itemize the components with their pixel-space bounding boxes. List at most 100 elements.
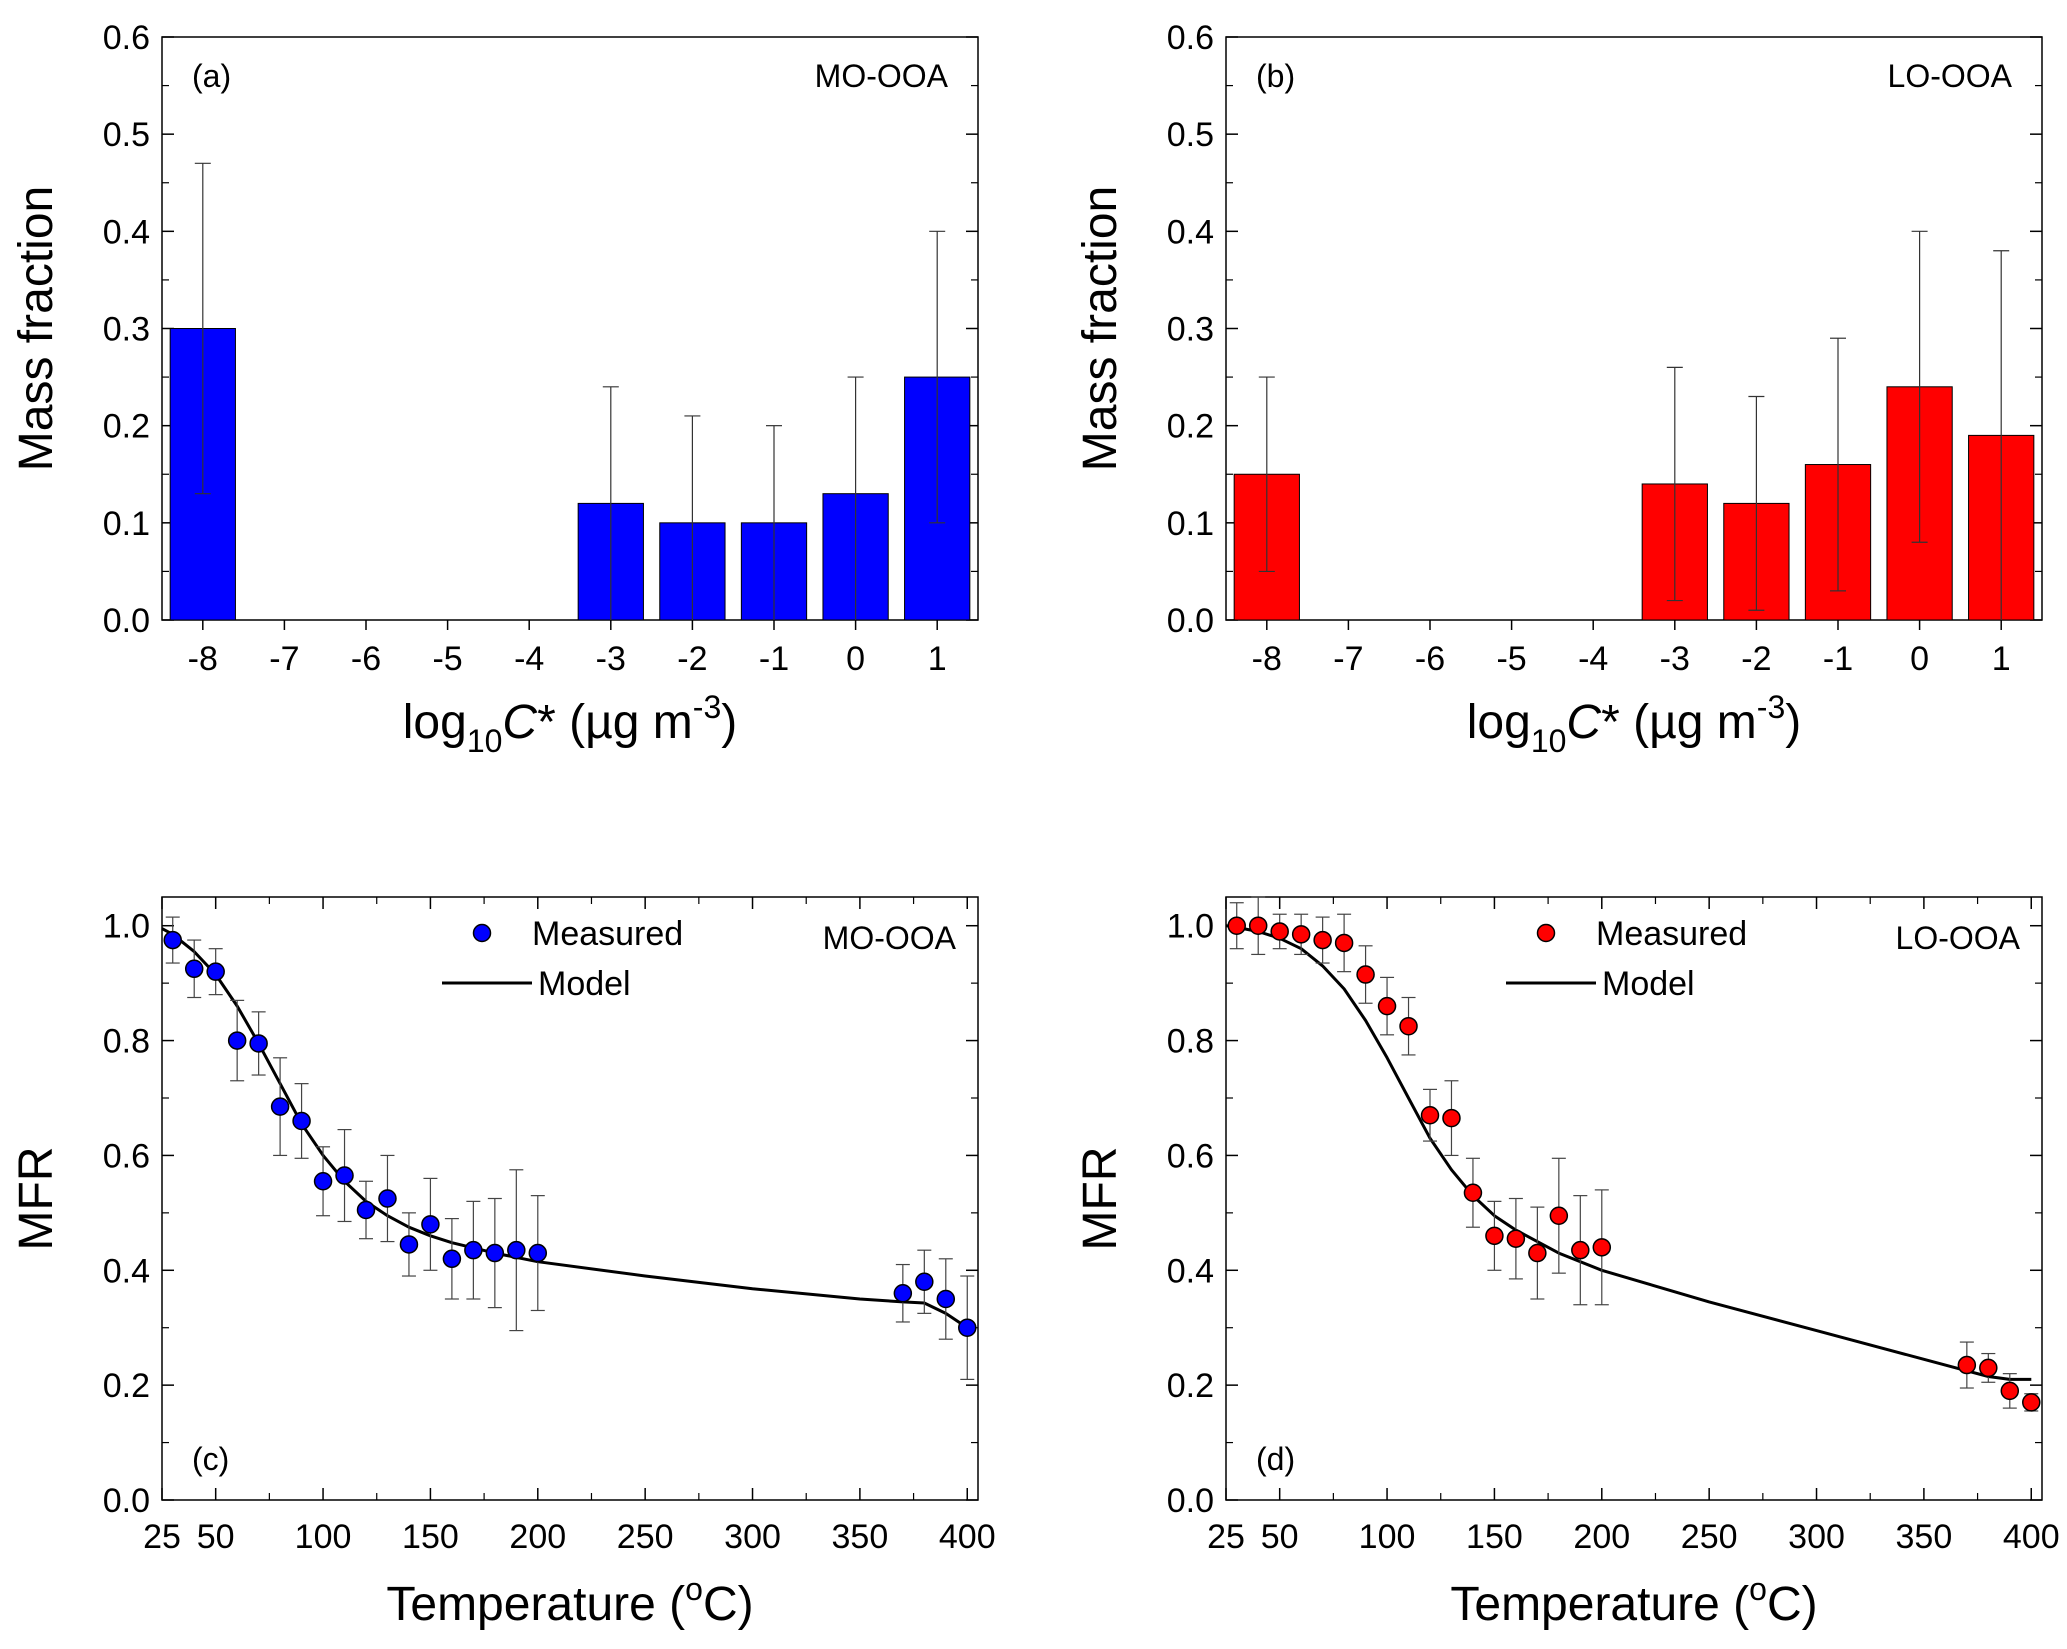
x-title-var: C [502, 696, 537, 749]
x-tick-label: 100 [1359, 1518, 1416, 1556]
measured-point [1549, 1206, 1569, 1225]
y-tick-label: 0.3 [1167, 311, 1214, 349]
plot-frame [1225, 896, 2043, 1501]
x-title-star: * [1601, 696, 1620, 749]
x-tick-label: -2 [677, 640, 707, 678]
y-tick-label: 0.3 [103, 311, 150, 349]
panel-title: LO-OOA [1888, 58, 2013, 94]
measured-point [270, 1097, 290, 1116]
y-tick-label: 0.4 [103, 213, 150, 251]
measured-point [1485, 1226, 1504, 1246]
measured-point [249, 1034, 268, 1053]
panel-title: MO-OOA [823, 920, 957, 956]
measured-point [1957, 1355, 1977, 1375]
measured-point [1227, 916, 1246, 935]
x-title-var: C [1566, 696, 1601, 749]
measured-point [1356, 965, 1375, 984]
x-tick-label: 50 [197, 1518, 235, 1556]
x-tick-label: -5 [1496, 640, 1526, 678]
x-tick-label: 250 [1681, 1518, 1738, 1556]
x-tick-label: 25 [143, 1518, 181, 1556]
measured-point [507, 1240, 526, 1260]
measured-point [335, 1166, 354, 1185]
x-title-unit: (µg m [556, 696, 693, 749]
panel-label: (c) [192, 1441, 229, 1477]
x-tick-label: 200 [1573, 1518, 1630, 1556]
legend-model-label: Model [1602, 965, 1695, 1003]
x-tick-label: -1 [1823, 640, 1853, 678]
y-tick-label: 0.2 [1167, 408, 1214, 446]
panel-label: (a) [192, 58, 231, 94]
x-tick-label: 300 [1788, 1518, 1845, 1556]
x-title-sup: o [685, 1571, 703, 1607]
y-tick-label: 0.2 [103, 408, 150, 446]
y-axis-title: Mass fraction [1074, 186, 1127, 471]
y-tick-label: 0.2 [103, 1367, 150, 1405]
x-tick-label: -8 [1252, 640, 1282, 678]
y-axis-title: MFR [1074, 1147, 1127, 1251]
x-tick-label: -2 [1741, 640, 1771, 678]
measured-point [1270, 922, 1289, 941]
x-axis-title: log10C* (µg m-3) [403, 689, 737, 759]
y-tick-label: 0.6 [103, 1137, 150, 1175]
panel-c: 0.0 0.2 0.4 0.6 0.8 1.0 MFR 25 50 100 150 200 250 300… [10, 896, 996, 1631]
x-tick-label: 1 [1992, 640, 2011, 678]
y-tick-label: 0.4 [1167, 213, 1214, 251]
y-tick-label: 0.0 [1167, 602, 1214, 640]
x-title-main: Temperature ( [386, 1578, 685, 1631]
y-tick-label: 0.4 [103, 1252, 150, 1290]
measured-point [313, 1172, 333, 1191]
x-tick-label: -5 [432, 640, 462, 678]
measured-point [1442, 1108, 1461, 1128]
measured-point [1377, 996, 1397, 1016]
x-tick-label: 250 [617, 1518, 674, 1556]
x-tick-label: 0 [846, 640, 865, 678]
x-tick-label: 200 [509, 1518, 566, 1556]
x-title-unit: (µg m [1620, 696, 1757, 749]
x-tick-label: 25 [1207, 1518, 1245, 1556]
measured-point [442, 1249, 462, 1269]
x-title-sub: 10 [1531, 723, 1567, 759]
x-title-star: * [537, 696, 556, 749]
panel-b: 0.0 0.1 0.2 0.3 0.4 0.5 0.6 Mass fraction -8 -7 -6… [1074, 19, 2043, 759]
x-tick-label: 400 [939, 1518, 996, 1556]
x-tick-label: 50 [1261, 1518, 1299, 1556]
panel-d: 0.0 0.2 0.4 0.6 0.8 1.0 MFR 25 50 100 150 200 250 300… [1074, 896, 2060, 1631]
legend-measured-label: Measured [1596, 915, 1747, 953]
measured-point [421, 1215, 440, 1234]
x-tick-label: -1 [759, 640, 789, 678]
panel-label: (d) [1256, 1441, 1295, 1477]
plot-frame [161, 896, 979, 1501]
y-tick-label: 0.0 [103, 1482, 150, 1520]
legend-measured-marker [1536, 923, 1556, 943]
measured-point [1313, 930, 1332, 950]
panel-title: LO-OOA [1896, 920, 2021, 956]
measured-point [399, 1235, 419, 1254]
measured-point [163, 930, 182, 950]
x-tick-label: -7 [269, 640, 299, 678]
measured-point [1463, 1183, 1483, 1203]
measured-point [184, 959, 204, 979]
x-tick-label: 400 [2003, 1518, 2060, 1556]
y-tick-label: 0.6 [103, 19, 150, 57]
y-tick-label: 0.1 [103, 505, 150, 543]
x-tick-label: -8 [188, 640, 218, 678]
measured-point [958, 1318, 977, 1337]
y-tick-label: 0.2 [1167, 1367, 1214, 1405]
x-tick-label: 1 [928, 640, 947, 678]
x-tick-label: 150 [1466, 1518, 1523, 1556]
x-tick-label: 350 [1896, 1518, 1953, 1556]
x-tick-label: -7 [1333, 640, 1363, 678]
measured-point [1420, 1105, 1440, 1125]
measured-point [227, 1031, 247, 1050]
x-title-unit: C) [1767, 1578, 1818, 1631]
measured-point [1571, 1240, 1590, 1260]
measured-point [292, 1111, 311, 1131]
measured-point [2022, 1393, 2041, 1412]
measured-point [915, 1272, 934, 1292]
measured-point [1291, 925, 1311, 944]
y-tick-label: 0.1 [1167, 505, 1214, 543]
measured-point [1399, 1016, 1418, 1036]
x-title-close: ) [1785, 696, 1801, 749]
